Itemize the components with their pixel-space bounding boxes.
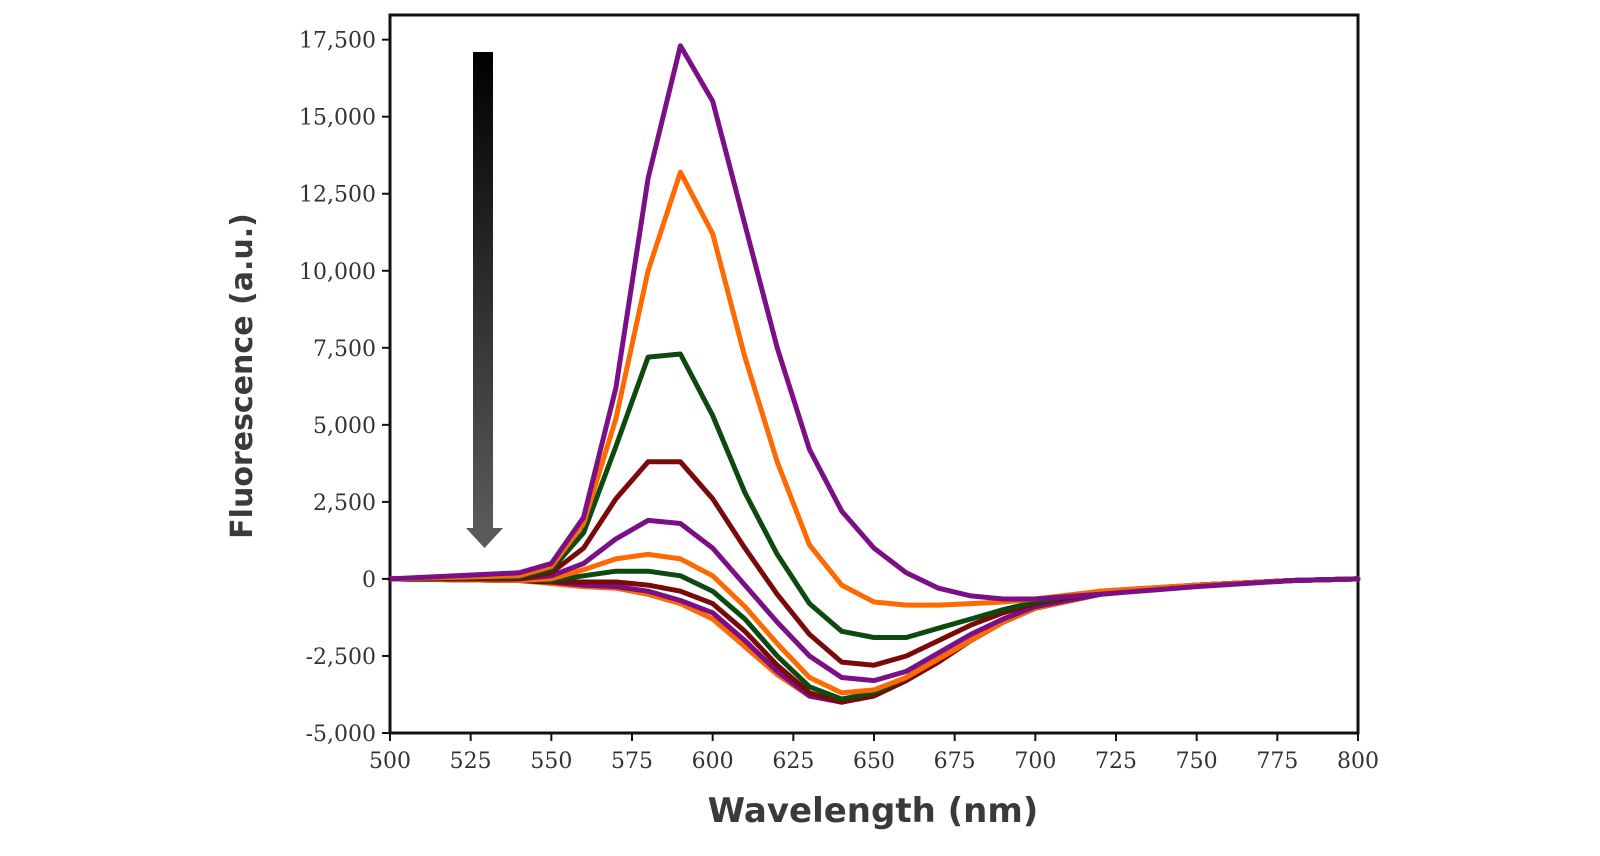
y-tick-label: 12,500 xyxy=(299,183,376,208)
y-tick-label: 0 xyxy=(362,568,376,593)
x-tick-label: 725 xyxy=(1095,749,1137,774)
x-tick-label: 625 xyxy=(772,749,814,774)
x-tick-label: 650 xyxy=(853,749,895,774)
y-tick-label: 10,000 xyxy=(299,260,376,285)
x-tick-label: 600 xyxy=(692,749,734,774)
x-axis-ticks: 500 525 550 575 600 625 650 675 700 725 750 775 800 xyxy=(369,733,1379,774)
plot-frame xyxy=(388,13,1360,735)
y-tick-label: 15,000 xyxy=(299,106,376,131)
x-tick-label: 500 xyxy=(369,749,411,774)
y-tick-label: -5,000 xyxy=(306,722,376,747)
x-tick-label: 575 xyxy=(611,749,653,774)
y-tick-label: 17,500 xyxy=(299,29,376,54)
x-axis-label: Wavelength (nm) xyxy=(708,791,1039,831)
x-tick-label: 775 xyxy=(1256,749,1298,774)
x-tick-label: 800 xyxy=(1337,749,1379,774)
y-tick-label: 2,500 xyxy=(313,491,376,516)
arrow-head xyxy=(466,528,503,548)
x-tick-label: 700 xyxy=(1014,749,1056,774)
x-tick-label: 550 xyxy=(530,749,572,774)
y-axis-ticks: -5,000 -2,500 0 2,500 5,000 7,500 10,000 12,500… xyxy=(299,29,390,747)
series-layer xyxy=(387,43,1361,705)
arrow-shaft xyxy=(473,52,493,528)
series-line-1 xyxy=(387,43,1361,602)
y-tick-label: -2,500 xyxy=(306,645,376,670)
y-axis-label: Fluorescence (a.u.) xyxy=(225,213,260,539)
x-tick-label: 750 xyxy=(1176,749,1218,774)
down-arrow-annotation xyxy=(466,52,503,548)
x-tick-label: 525 xyxy=(450,749,492,774)
x-tick-label: 675 xyxy=(934,749,976,774)
y-tick-label: 7,500 xyxy=(313,337,376,362)
y-tick-label: 5,000 xyxy=(313,414,376,439)
